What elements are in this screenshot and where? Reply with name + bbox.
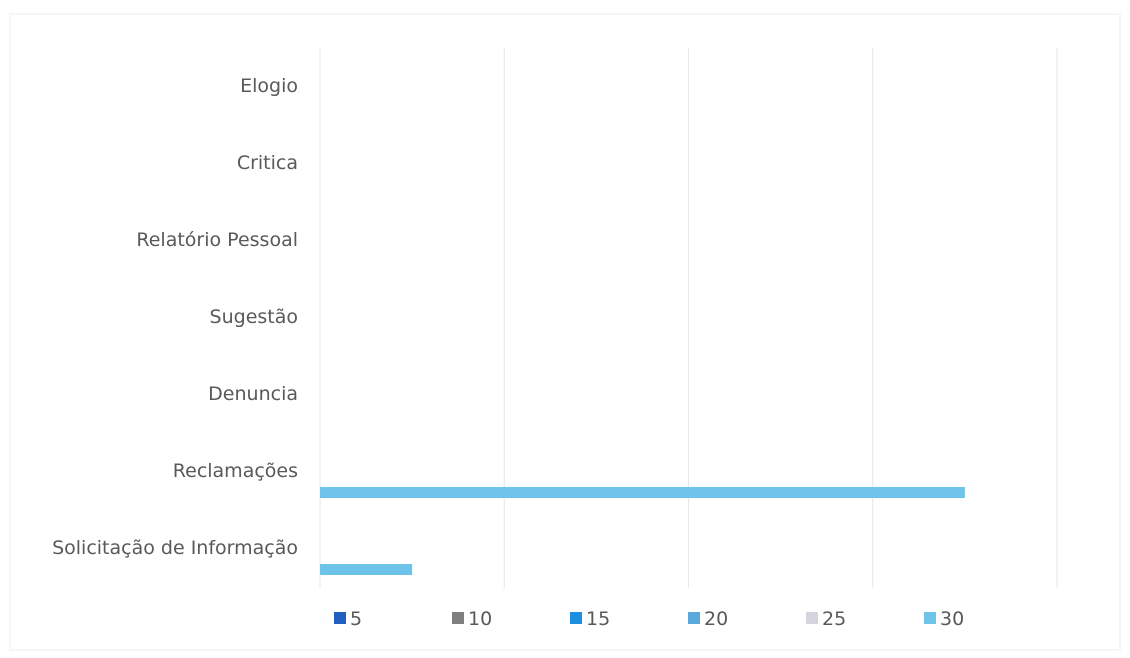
category-label: Solicitação de Informação [52, 537, 298, 559]
legend-swatch [924, 612, 936, 624]
chart-frame [9, 13, 1121, 651]
legend-label: 5 [350, 608, 362, 630]
category-labels: Elogio Critica Relatório Pessoal Sugestão De… [52, 75, 298, 559]
bar-reclama-es [320, 487, 965, 498]
category-label: Critica [237, 152, 298, 174]
legend-swatch [806, 612, 818, 624]
legend-label: 15 [586, 608, 610, 630]
gridlines [319, 48, 1058, 588]
legend-swatch [570, 612, 582, 624]
category-label: Denuncia [208, 383, 298, 405]
category-label: Reclamações [173, 460, 298, 482]
category-label: Elogio [240, 75, 298, 97]
legend-label: 30 [940, 608, 964, 630]
category-label: Sugestão [210, 306, 298, 328]
legend-label: 20 [704, 608, 728, 630]
legend-label: 10 [468, 608, 492, 630]
bars [320, 487, 965, 575]
category-label: Relatório Pessoal [136, 229, 298, 251]
legend-swatch [452, 612, 464, 624]
legend-swatch [688, 612, 700, 624]
legend-label: 25 [822, 608, 846, 630]
legend: 5 10 15 20 25 30 [334, 608, 964, 630]
bar-solicita-o-de-informa-o [320, 564, 413, 575]
legend-swatch [334, 612, 346, 624]
